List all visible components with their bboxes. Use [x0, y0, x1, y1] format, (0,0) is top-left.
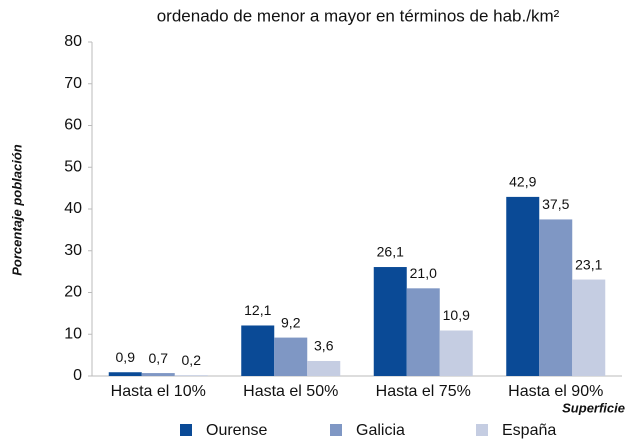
value-label: 10,9	[443, 307, 470, 323]
x-axis-label: Superficie	[562, 400, 625, 415]
legend-label: Galicia	[356, 422, 405, 439]
y-tick-label: 60	[64, 117, 82, 134]
value-label: 42,9	[509, 174, 536, 190]
value-label: 9,2	[281, 314, 301, 330]
y-tick-label: 50	[64, 158, 82, 175]
y-tick-label: 80	[64, 33, 82, 50]
bar	[141, 373, 175, 376]
legend-label: España	[502, 422, 556, 439]
bar	[307, 360, 341, 376]
bar	[406, 288, 440, 376]
value-label: 0,2	[182, 352, 202, 368]
bar	[108, 372, 142, 376]
value-label: 0,7	[149, 350, 169, 366]
value-label: 3,6	[314, 338, 334, 354]
legend-swatch	[330, 424, 342, 436]
chart-title: ordenado de menor a mayor en términos de…	[157, 6, 560, 25]
legend-swatch	[476, 424, 488, 436]
x-tick-label: Hasta el 50%	[243, 383, 338, 400]
legend-swatch	[180, 424, 192, 436]
y-tick-label: 40	[64, 200, 82, 217]
value-label: 37,5	[542, 196, 569, 212]
x-tick-label: Hasta el 90%	[508, 383, 603, 400]
bar	[439, 330, 473, 376]
bar	[174, 375, 208, 376]
value-label: 0,9	[116, 349, 136, 365]
value-label: 26,1	[377, 244, 404, 260]
y-tick-label: 20	[64, 284, 82, 301]
y-tick-label: 0	[73, 367, 82, 384]
y-tick-label: 70	[64, 75, 82, 92]
bar	[241, 325, 275, 376]
x-tick-label: Hasta el 75%	[376, 383, 471, 400]
bar	[373, 267, 407, 376]
bar	[572, 279, 606, 376]
value-label: 12,1	[244, 302, 271, 318]
value-label: 21,0	[410, 265, 437, 281]
bar	[506, 196, 540, 376]
legend-label: Ourense	[206, 422, 267, 439]
y-axis-label: Porcentaje población	[9, 144, 24, 276]
value-label: 23,1	[575, 256, 602, 272]
y-tick-label: 30	[64, 242, 82, 259]
bar	[539, 219, 573, 376]
x-tick-label: Hasta el 10%	[111, 383, 206, 400]
y-tick-label: 10	[64, 325, 82, 342]
bar	[274, 337, 308, 376]
